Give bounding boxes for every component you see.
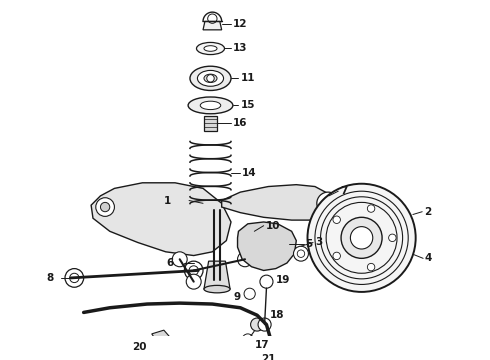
Circle shape: [389, 234, 396, 242]
Text: 10: 10: [266, 221, 280, 231]
Polygon shape: [204, 261, 230, 289]
Polygon shape: [238, 222, 296, 270]
Circle shape: [186, 274, 201, 289]
Text: 16: 16: [233, 118, 247, 128]
Polygon shape: [91, 183, 231, 256]
Polygon shape: [221, 185, 332, 220]
Ellipse shape: [197, 71, 223, 86]
Text: 19: 19: [276, 275, 290, 285]
Circle shape: [333, 216, 341, 224]
Circle shape: [294, 246, 308, 261]
Ellipse shape: [204, 74, 217, 82]
Circle shape: [368, 264, 375, 271]
Text: 2: 2: [424, 207, 431, 217]
Text: 13: 13: [233, 44, 247, 54]
Circle shape: [260, 275, 273, 288]
Text: 3: 3: [315, 238, 322, 247]
Polygon shape: [152, 330, 171, 343]
Circle shape: [341, 217, 382, 258]
Circle shape: [172, 252, 187, 267]
Circle shape: [250, 318, 264, 331]
Text: 5: 5: [306, 239, 313, 249]
Circle shape: [258, 318, 271, 331]
Circle shape: [368, 205, 375, 212]
Text: 14: 14: [242, 167, 257, 177]
Circle shape: [207, 75, 214, 82]
Text: 18: 18: [270, 310, 285, 320]
Circle shape: [238, 252, 252, 267]
Circle shape: [184, 261, 203, 280]
Circle shape: [333, 252, 341, 260]
Polygon shape: [204, 116, 217, 131]
Text: 7: 7: [340, 186, 347, 196]
Text: 1: 1: [164, 195, 171, 206]
Ellipse shape: [200, 101, 221, 109]
Ellipse shape: [204, 285, 230, 293]
Text: 4: 4: [425, 253, 432, 264]
Circle shape: [96, 198, 115, 216]
Text: 15: 15: [240, 100, 255, 111]
Text: 9: 9: [233, 292, 240, 302]
Text: 11: 11: [240, 73, 255, 84]
Ellipse shape: [204, 46, 217, 51]
Ellipse shape: [196, 42, 224, 55]
Circle shape: [65, 269, 84, 287]
Circle shape: [242, 334, 253, 345]
Circle shape: [244, 288, 255, 300]
Circle shape: [322, 198, 334, 209]
Circle shape: [249, 352, 260, 360]
Text: 12: 12: [233, 19, 247, 29]
Ellipse shape: [190, 66, 231, 90]
Text: 8: 8: [47, 273, 53, 283]
Polygon shape: [203, 22, 221, 30]
Circle shape: [100, 202, 110, 212]
Circle shape: [317, 192, 339, 215]
Text: 21: 21: [261, 354, 275, 360]
Text: 6: 6: [166, 258, 173, 268]
Text: 17: 17: [254, 340, 269, 350]
Circle shape: [350, 227, 373, 249]
Text: 20: 20: [133, 342, 147, 352]
Circle shape: [308, 184, 416, 292]
Ellipse shape: [188, 97, 233, 114]
